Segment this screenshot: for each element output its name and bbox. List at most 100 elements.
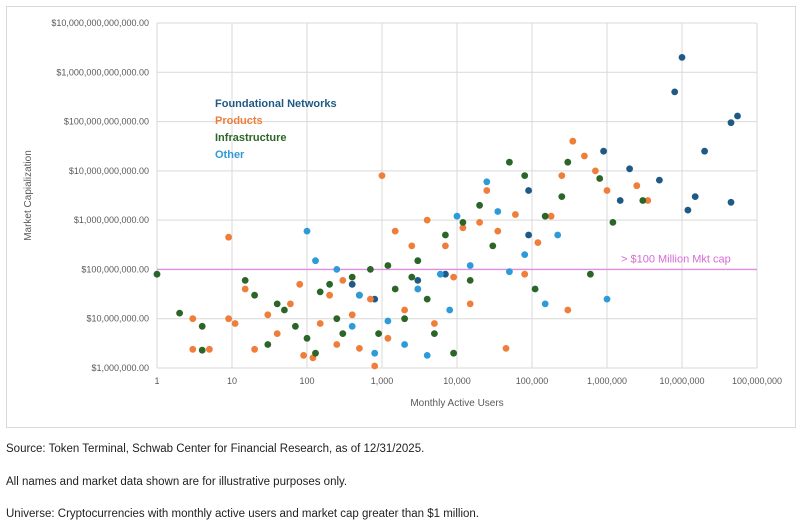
data-point xyxy=(521,251,529,258)
data-point xyxy=(251,291,258,299)
data-point xyxy=(423,216,431,224)
y-axis-title: Market Capialization xyxy=(23,150,34,241)
series-products xyxy=(189,137,652,370)
data-point xyxy=(296,280,304,288)
data-point xyxy=(483,178,491,186)
data-point xyxy=(734,112,741,120)
legend-entry: Foundational Networks xyxy=(215,98,337,110)
data-point xyxy=(569,137,577,145)
data-point xyxy=(494,227,502,235)
data-point xyxy=(316,288,324,296)
data-point xyxy=(525,187,532,194)
data-point xyxy=(656,176,663,184)
data-point xyxy=(371,362,379,370)
data-point xyxy=(671,88,679,96)
data-point xyxy=(356,345,363,352)
data-point xyxy=(339,330,347,337)
data-point xyxy=(348,280,356,288)
data-point xyxy=(521,270,529,278)
data-point xyxy=(423,352,431,359)
data-point xyxy=(241,285,249,293)
legend-entry: Other xyxy=(215,149,245,161)
data-point xyxy=(558,193,566,201)
data-point xyxy=(273,330,281,337)
data-point xyxy=(371,349,379,357)
data-point xyxy=(367,295,374,303)
data-point xyxy=(639,197,647,204)
chart-frame: > $100 Million Mkt cap $1,000,000.00 $10,… xyxy=(6,6,796,428)
data-point xyxy=(333,315,341,323)
data-point xyxy=(401,315,408,323)
data-point xyxy=(494,208,502,215)
data-point xyxy=(189,315,197,323)
data-point xyxy=(701,147,708,155)
scatter-chart: > $100 Million Mkt cap $1,000,000.00 $10,… xyxy=(23,18,782,409)
data-point xyxy=(558,172,566,180)
y-tick-label: $100,000,000.00 xyxy=(81,264,149,274)
y-tick-label: $10,000,000,000.00 xyxy=(69,166,149,176)
data-point xyxy=(437,270,444,278)
data-point xyxy=(603,187,611,194)
grid xyxy=(156,22,758,369)
data-point xyxy=(401,341,408,348)
x-axis-title: Monthly Active Users xyxy=(410,398,503,409)
x-tick-label: 100,000,000 xyxy=(732,376,782,386)
data-point xyxy=(564,158,572,166)
data-point xyxy=(531,285,539,293)
data-point xyxy=(251,345,258,353)
data-point xyxy=(633,182,641,190)
data-point xyxy=(316,320,324,327)
y-axis-ticks: $1,000,000.00 $10,000,000.00 $100,000,000.… xyxy=(51,18,149,373)
data-point xyxy=(466,277,474,284)
series-infrastructure xyxy=(153,158,647,357)
data-point xyxy=(603,295,611,303)
data-point xyxy=(431,330,438,337)
data-point xyxy=(348,311,356,319)
data-point xyxy=(442,242,449,250)
data-point xyxy=(273,300,281,308)
data-point xyxy=(225,233,233,241)
data-point xyxy=(391,285,399,293)
data-point xyxy=(303,227,311,235)
x-tick-label: 1 xyxy=(154,376,159,386)
y-tick-label: $100,000,000,000.00 xyxy=(64,117,149,127)
data-point xyxy=(333,266,341,273)
source-note: Source: Token Terminal, Schwab Center fo… xyxy=(6,443,425,455)
data-point xyxy=(431,320,438,327)
data-point xyxy=(600,147,607,155)
data-points xyxy=(153,54,741,370)
data-point xyxy=(534,239,542,247)
data-point xyxy=(450,273,457,281)
data-point xyxy=(326,291,333,299)
data-point xyxy=(453,212,461,220)
x-tick-label: 10,000,000 xyxy=(659,376,704,386)
data-point xyxy=(225,315,233,323)
data-point xyxy=(303,334,311,342)
data-point xyxy=(384,317,392,325)
x-tick-label: 10 xyxy=(227,376,237,386)
data-point xyxy=(644,197,652,204)
data-point xyxy=(287,300,294,308)
illustrative-note: All names and market data shown are for … xyxy=(6,476,348,488)
data-point xyxy=(367,266,374,273)
legend-entry: Infrastructure xyxy=(215,132,287,144)
data-point xyxy=(198,322,206,330)
data-point xyxy=(466,262,474,269)
data-point xyxy=(264,341,272,348)
series-other xyxy=(303,178,611,359)
data-point xyxy=(414,285,422,293)
data-point xyxy=(512,211,519,218)
data-point xyxy=(476,219,483,226)
y-tick-label: $1,000,000,000,000.00 xyxy=(56,67,149,77)
data-point xyxy=(375,330,382,337)
data-point xyxy=(547,212,555,220)
data-point xyxy=(476,201,483,209)
data-point xyxy=(684,206,692,214)
data-point xyxy=(483,187,491,194)
data-point xyxy=(446,306,454,314)
x-tick-label: 1,000,000 xyxy=(587,376,627,386)
data-point xyxy=(198,346,206,354)
x-tick-label: 100,000 xyxy=(516,376,549,386)
data-point xyxy=(541,300,549,308)
data-point xyxy=(459,219,467,226)
